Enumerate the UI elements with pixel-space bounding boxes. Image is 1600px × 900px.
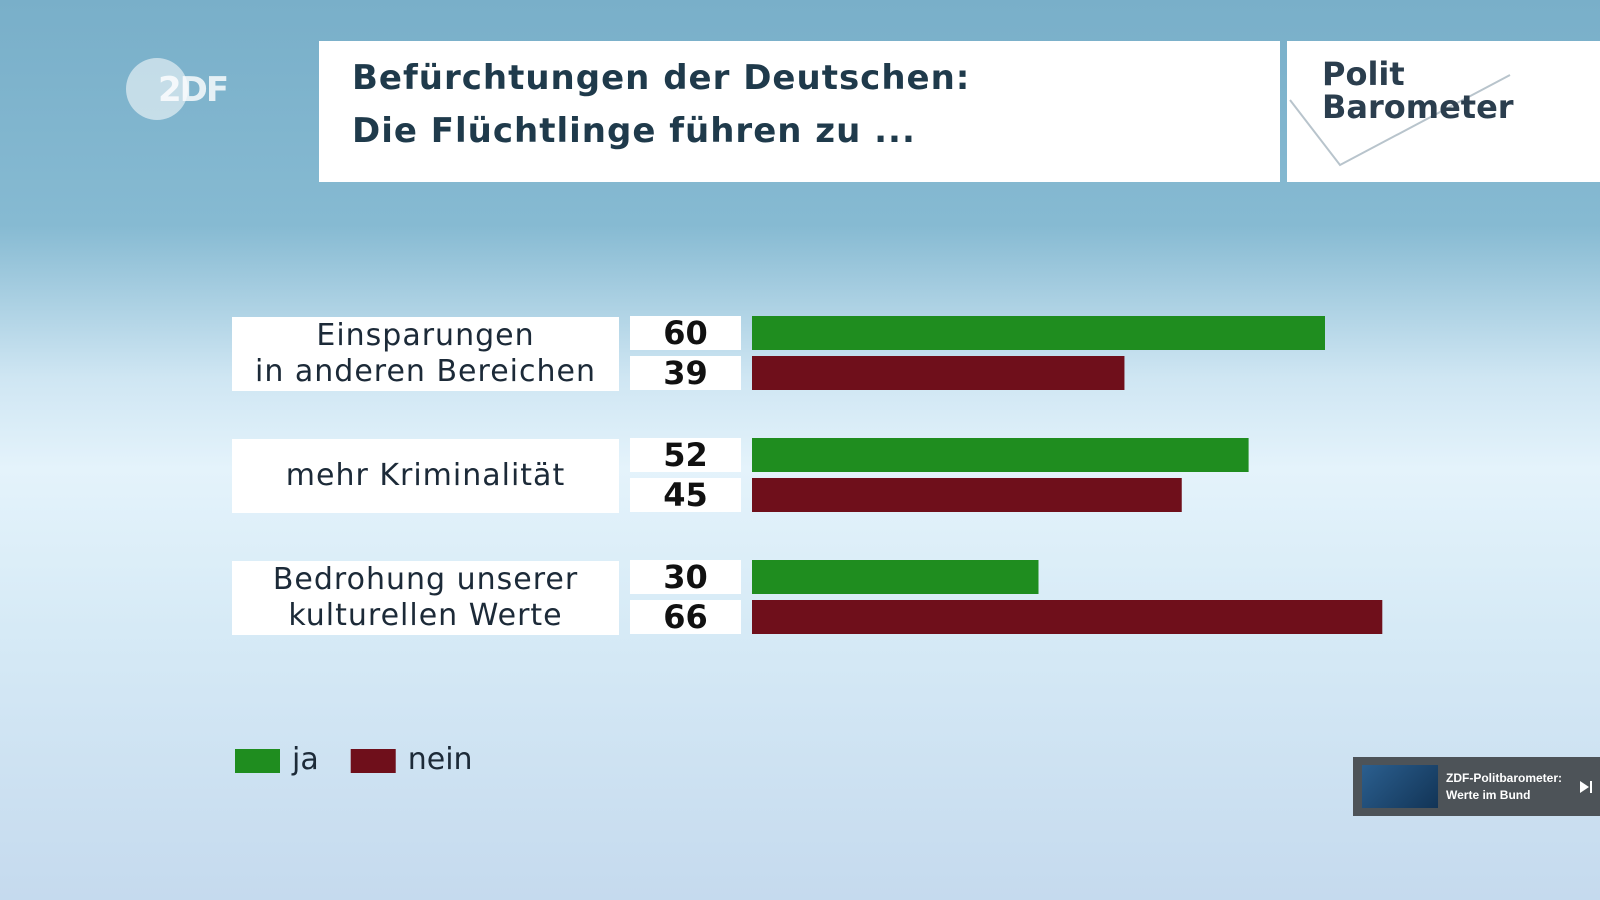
- value-label: 52: [630, 436, 741, 474]
- bar: [752, 438, 1249, 472]
- logo: 2DF: [158, 70, 229, 110]
- category-label: Bedrohung unserer kulturellen Werte: [232, 561, 619, 635]
- title-box: [319, 41, 1280, 182]
- bar: [752, 478, 1182, 512]
- check-mark: [1289, 74, 1511, 167]
- legend-swatch: [350, 749, 396, 773]
- category-label: mehr Kriminalität: [232, 439, 619, 513]
- legend-swatch: [235, 749, 280, 773]
- thumbnail: [1362, 765, 1438, 808]
- category-label: Einsparungen in anderen Bereichen: [232, 317, 619, 391]
- value-label: 66: [630, 598, 741, 636]
- value-label: 30: [630, 558, 741, 596]
- value-label: 60: [630, 314, 741, 352]
- value-label: 39: [630, 354, 741, 392]
- logo-circle: [126, 58, 188, 120]
- brand-box: [1287, 41, 1600, 182]
- bar: [752, 600, 1383, 634]
- overlay-title: ZDF-Politbarometer: Werte im Bund: [1446, 771, 1563, 802]
- brand: Polit Barometer: [1322, 55, 1514, 126]
- chart-title: Befürchtungen der Deutschen: Die Flüchtl…: [352, 58, 971, 151]
- legend-label: ja: [292, 742, 319, 777]
- bar: [752, 356, 1125, 390]
- value-label: 45: [630, 476, 741, 514]
- legend-label: nein: [407, 742, 473, 777]
- bar: [752, 560, 1039, 594]
- bar: [752, 316, 1325, 350]
